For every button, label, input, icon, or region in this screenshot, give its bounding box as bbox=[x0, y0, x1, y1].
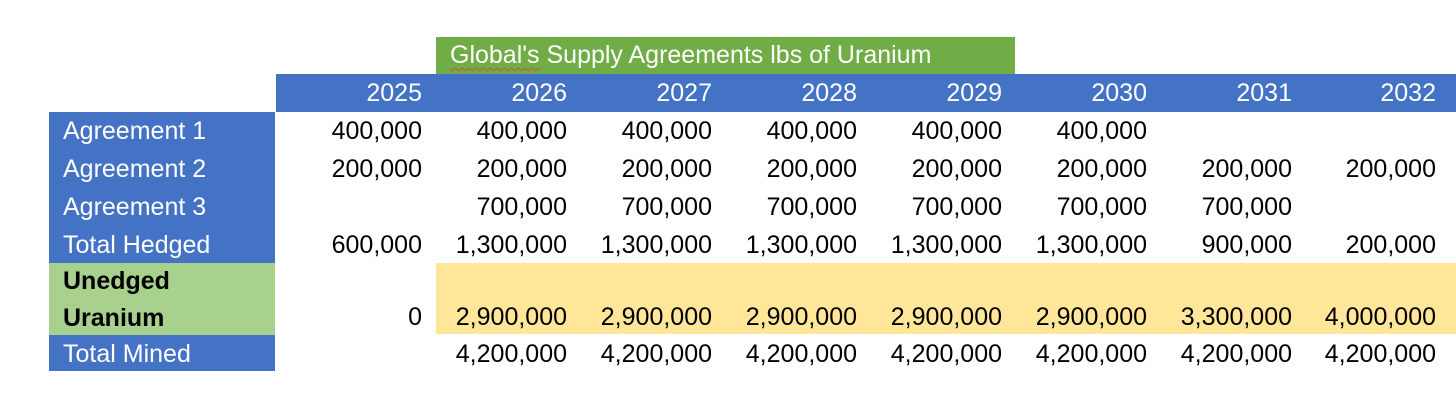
year-header-2029: 2029 bbox=[946, 79, 1002, 107]
cell-unhedged-2030: 2,900,000 bbox=[1035, 303, 1147, 331]
cell-total-mined-2029: 4,200,000 bbox=[890, 340, 1002, 368]
row-label-total-mined: Total Mined bbox=[49, 335, 275, 371]
cell-r3-2031: 700,000 bbox=[1201, 193, 1292, 221]
cell-r1-2031 bbox=[1161, 112, 1306, 150]
title-rest: Supply Agreements lbs of Uranium bbox=[539, 41, 932, 69]
year-header-2031: 2031 bbox=[1236, 79, 1292, 107]
cell-unhedged-2027: 2,900,000 bbox=[600, 303, 712, 331]
cell-r1-2025: 400,000 bbox=[331, 117, 422, 145]
unhedged-highlight bbox=[436, 263, 1456, 334]
cell-r2-2026: 200,000 bbox=[476, 155, 567, 183]
cell-unhedged-2032: 4,000,000 bbox=[1324, 303, 1436, 331]
cell-total-mined-2032: 4,200,000 bbox=[1324, 340, 1436, 368]
cell-r3-2025 bbox=[276, 188, 436, 226]
cell-r4-2030: 1,300,000 bbox=[1035, 231, 1147, 259]
cell-r1-2029: 400,000 bbox=[911, 117, 1002, 145]
title-prefix: Global's bbox=[450, 41, 540, 69]
year-header-2026: 2026 bbox=[511, 79, 567, 107]
cell-total-mined-2025 bbox=[276, 335, 436, 373]
unhedged-label-line-1: Unedged bbox=[63, 267, 170, 295]
cell-r1-2027: 400,000 bbox=[621, 117, 712, 145]
cell-r3-2030: 700,000 bbox=[1056, 193, 1147, 221]
cell-total-mined-2026: 4,200,000 bbox=[455, 340, 567, 368]
cell-r3-2026: 700,000 bbox=[476, 193, 567, 221]
cell-total-mined-2030: 4,200,000 bbox=[1035, 340, 1147, 368]
cell-r2-2025: 200,000 bbox=[331, 155, 422, 183]
year-header-row bbox=[276, 74, 1456, 112]
cell-total-mined-2027: 4,200,000 bbox=[600, 340, 712, 368]
unhedged-label-line-2: Uranium bbox=[63, 304, 165, 332]
table-title: Global's Supply Agreements lbs of Uraniu… bbox=[436, 37, 1015, 74]
cell-r4-2031: 900,000 bbox=[1201, 231, 1292, 259]
cell-r2-2029: 200,000 bbox=[911, 155, 1002, 183]
cell-r3-2029: 700,000 bbox=[911, 193, 1002, 221]
row-label-total-hedged: Total Hedged bbox=[49, 226, 275, 264]
cell-r4-2027: 1,300,000 bbox=[600, 231, 712, 259]
year-header-2028: 2028 bbox=[801, 79, 857, 107]
cell-total-mined-2028: 4,200,000 bbox=[745, 340, 857, 368]
cell-r2-2028: 200,000 bbox=[766, 155, 857, 183]
cell-unhedged-2026: 2,900,000 bbox=[455, 303, 567, 331]
year-header-2030: 2030 bbox=[1091, 79, 1147, 107]
cell-unhedged-2025: 0 bbox=[408, 303, 422, 331]
year-header-2025: 2025 bbox=[366, 79, 422, 107]
cell-r3-2028: 700,000 bbox=[766, 193, 857, 221]
cell-r2-2027: 200,000 bbox=[621, 155, 712, 183]
row-label-unhedged-uranium: Unedged Uranium bbox=[49, 263, 275, 337]
cell-r4-2032: 200,000 bbox=[1345, 231, 1436, 259]
cell-r2-2032: 200,000 bbox=[1345, 155, 1436, 183]
cell-total-mined-2031: 4,200,000 bbox=[1180, 340, 1292, 368]
cell-r4-2026: 1,300,000 bbox=[455, 231, 567, 259]
cell-r4-2025: 600,000 bbox=[331, 231, 422, 259]
year-header-2032: 2032 bbox=[1380, 79, 1436, 107]
cell-unhedged-2031: 3,300,000 bbox=[1180, 303, 1292, 331]
row-label-agreement-2: Agreement 2 bbox=[49, 150, 275, 188]
cell-r3-2027: 700,000 bbox=[621, 193, 712, 221]
cell-r1-2032 bbox=[1306, 112, 1450, 150]
cell-r1-2026: 400,000 bbox=[476, 117, 567, 145]
cell-r3-2032 bbox=[1306, 188, 1450, 226]
cell-unhedged-2029: 2,900,000 bbox=[890, 303, 1002, 331]
cell-r4-2029: 1,300,000 bbox=[890, 231, 1002, 259]
cell-unhedged-2028: 2,900,000 bbox=[745, 303, 857, 331]
cell-r1-2030: 400,000 bbox=[1056, 117, 1147, 145]
cell-r1-2028: 400,000 bbox=[766, 117, 857, 145]
cell-r2-2030: 200,000 bbox=[1056, 155, 1147, 183]
row-label-agreement-1: Agreement 1 bbox=[49, 112, 275, 150]
cell-r2-2031: 200,000 bbox=[1201, 155, 1292, 183]
cell-r4-2028: 1,300,000 bbox=[745, 231, 857, 259]
year-header-2027: 2027 bbox=[656, 79, 712, 107]
row-label-agreement-3: Agreement 3 bbox=[49, 188, 275, 226]
